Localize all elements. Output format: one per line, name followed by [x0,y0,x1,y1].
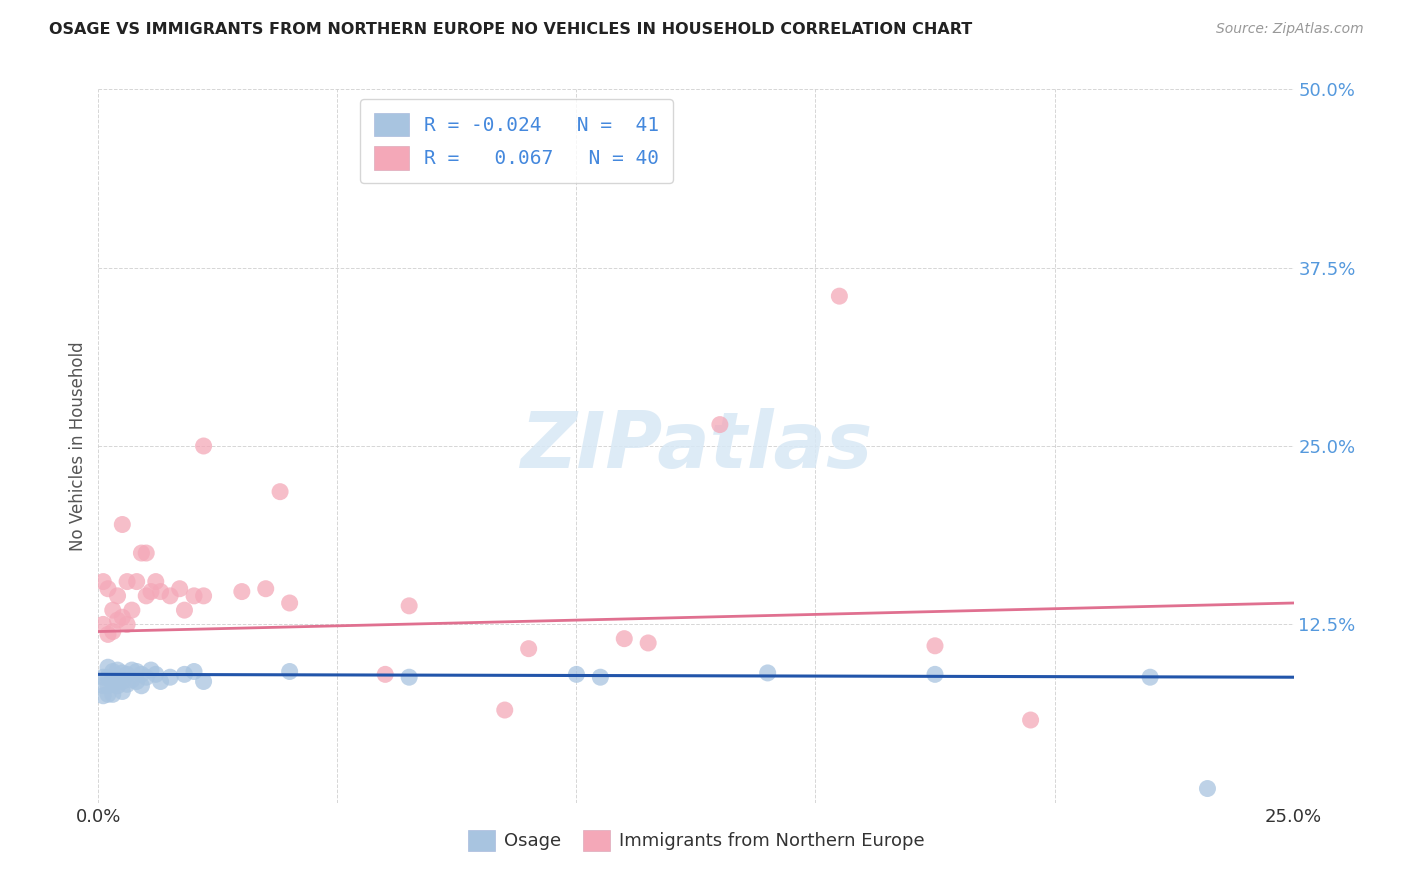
Point [517,641,540,656]
Point [115,667,138,681]
Y-axis label: No Vehicles in Household: No Vehicles in Household [69,341,87,551]
Point [91,617,114,632]
Point [149,674,172,689]
Point [97,582,120,596]
Point [231,584,253,599]
Point [135,670,157,684]
Point [139,663,162,677]
Point [121,603,143,617]
Point [125,665,148,679]
Point [183,589,205,603]
Point [111,684,134,698]
Point [494,703,516,717]
Point [565,667,588,681]
Point [107,589,129,603]
Point [107,672,129,686]
Point [91,670,114,684]
Point [131,667,153,681]
Point [159,670,181,684]
Point [589,670,612,684]
Point [135,546,157,560]
Point [115,574,138,589]
Point [613,632,636,646]
Point [91,574,114,589]
Point [183,665,205,679]
Point [1019,713,1042,727]
Point [149,584,172,599]
Point [97,679,120,693]
Point [924,639,946,653]
Point [115,617,138,632]
Point [97,670,120,684]
Point [101,677,124,691]
Point [278,665,301,679]
Point [125,674,148,689]
Point [107,613,129,627]
Point [115,677,138,691]
Point [111,674,134,689]
Point [135,589,157,603]
Point [97,687,120,701]
Point [131,679,153,693]
Point [1197,781,1219,796]
Point [91,689,114,703]
Point [193,439,215,453]
Point [278,596,301,610]
Point [1139,670,1161,684]
Point [107,663,129,677]
Point [193,674,215,689]
Point [159,589,181,603]
Point [709,417,731,432]
Point [107,679,129,693]
Point [139,584,162,599]
Point [101,624,124,639]
Legend: Osage, Immigrants from Northern Europe: Osage, Immigrants from Northern Europe [460,822,932,858]
Point [101,687,124,701]
Point [121,673,143,687]
Point [828,289,851,303]
Point [374,667,396,681]
Point [254,582,277,596]
Point [173,603,195,617]
Point [756,665,779,680]
Point [269,484,291,499]
Point [131,546,153,560]
Point [101,665,124,679]
Point [637,636,659,650]
Point [91,679,114,693]
Point [111,665,134,680]
Point [101,603,124,617]
Text: Source: ZipAtlas.com: Source: ZipAtlas.com [1216,22,1364,37]
Point [398,670,420,684]
Point [97,660,120,674]
Point [101,672,124,686]
Point [97,627,120,641]
Point [145,574,167,589]
Text: ZIPatlas: ZIPatlas [520,408,872,484]
Text: OSAGE VS IMMIGRANTS FROM NORTHERN EUROPE NO VEHICLES IN HOUSEHOLD CORRELATION CH: OSAGE VS IMMIGRANTS FROM NORTHERN EUROPE… [49,22,973,37]
Point [125,574,148,589]
Point [121,663,143,677]
Point [145,667,167,681]
Point [924,667,946,681]
Point [398,599,420,613]
Point [169,582,191,596]
Point [193,589,215,603]
Point [111,517,134,532]
Point [173,667,195,681]
Point [111,610,134,624]
